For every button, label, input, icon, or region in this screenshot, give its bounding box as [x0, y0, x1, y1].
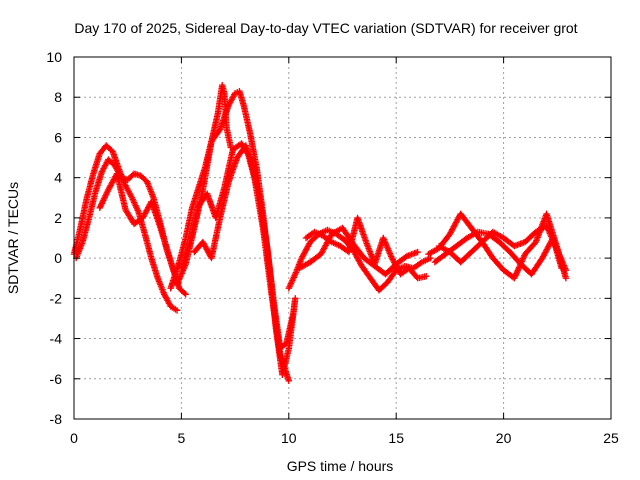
x-tick-label: 20	[496, 430, 512, 446]
x-axis-label: GPS time / hours	[287, 458, 394, 474]
y-tick-label: 8	[54, 89, 62, 105]
series-track-10	[296, 224, 421, 278]
y-tick-label: 10	[46, 49, 62, 65]
chart-title: Day 170 of 2025, Sidereal Day-to-day VTE…	[74, 20, 577, 36]
x-tick-label: 0	[70, 430, 78, 446]
data-point	[289, 311, 297, 318]
data-point	[562, 266, 570, 274]
plot-frame	[73, 56, 612, 420]
y-axis-label: SDTVAR / TECUs	[5, 182, 21, 294]
data-point	[292, 295, 299, 302]
y-tick-label: -8	[50, 411, 63, 427]
y-tick-label: -6	[50, 371, 63, 387]
data-point	[182, 291, 189, 298]
data-marks	[70, 81, 570, 384]
x-tick-label: 10	[281, 430, 297, 446]
series-track-13	[435, 222, 570, 274]
x-tick-label: 15	[388, 430, 404, 446]
series-track-7	[191, 142, 292, 384]
y-tick-label: 0	[54, 250, 62, 266]
x-tick-label: 25	[603, 430, 619, 446]
data-point	[562, 275, 570, 282]
y-tick-label: 2	[54, 210, 62, 226]
series-track-3	[96, 170, 181, 286]
data-point	[285, 377, 292, 384]
y-tick-label: -4	[50, 331, 63, 347]
y-tick-label: 4	[54, 170, 62, 186]
series-track-6	[178, 140, 297, 352]
x-tick-label: 5	[178, 430, 186, 446]
axes: 0 5 10 15 20 25 -8 -6 -4 -2 0 2 4 6 8 10	[46, 49, 619, 446]
series-track-12	[431, 228, 565, 278]
series-track-9	[302, 214, 430, 282]
data-point	[414, 248, 421, 256]
data-point	[173, 307, 181, 314]
data-point	[423, 273, 430, 280]
y-tick-label: -2	[50, 290, 63, 306]
series-track-8	[285, 226, 434, 294]
interp-mark	[181, 289, 188, 297]
y-tick-label: 6	[54, 129, 62, 145]
